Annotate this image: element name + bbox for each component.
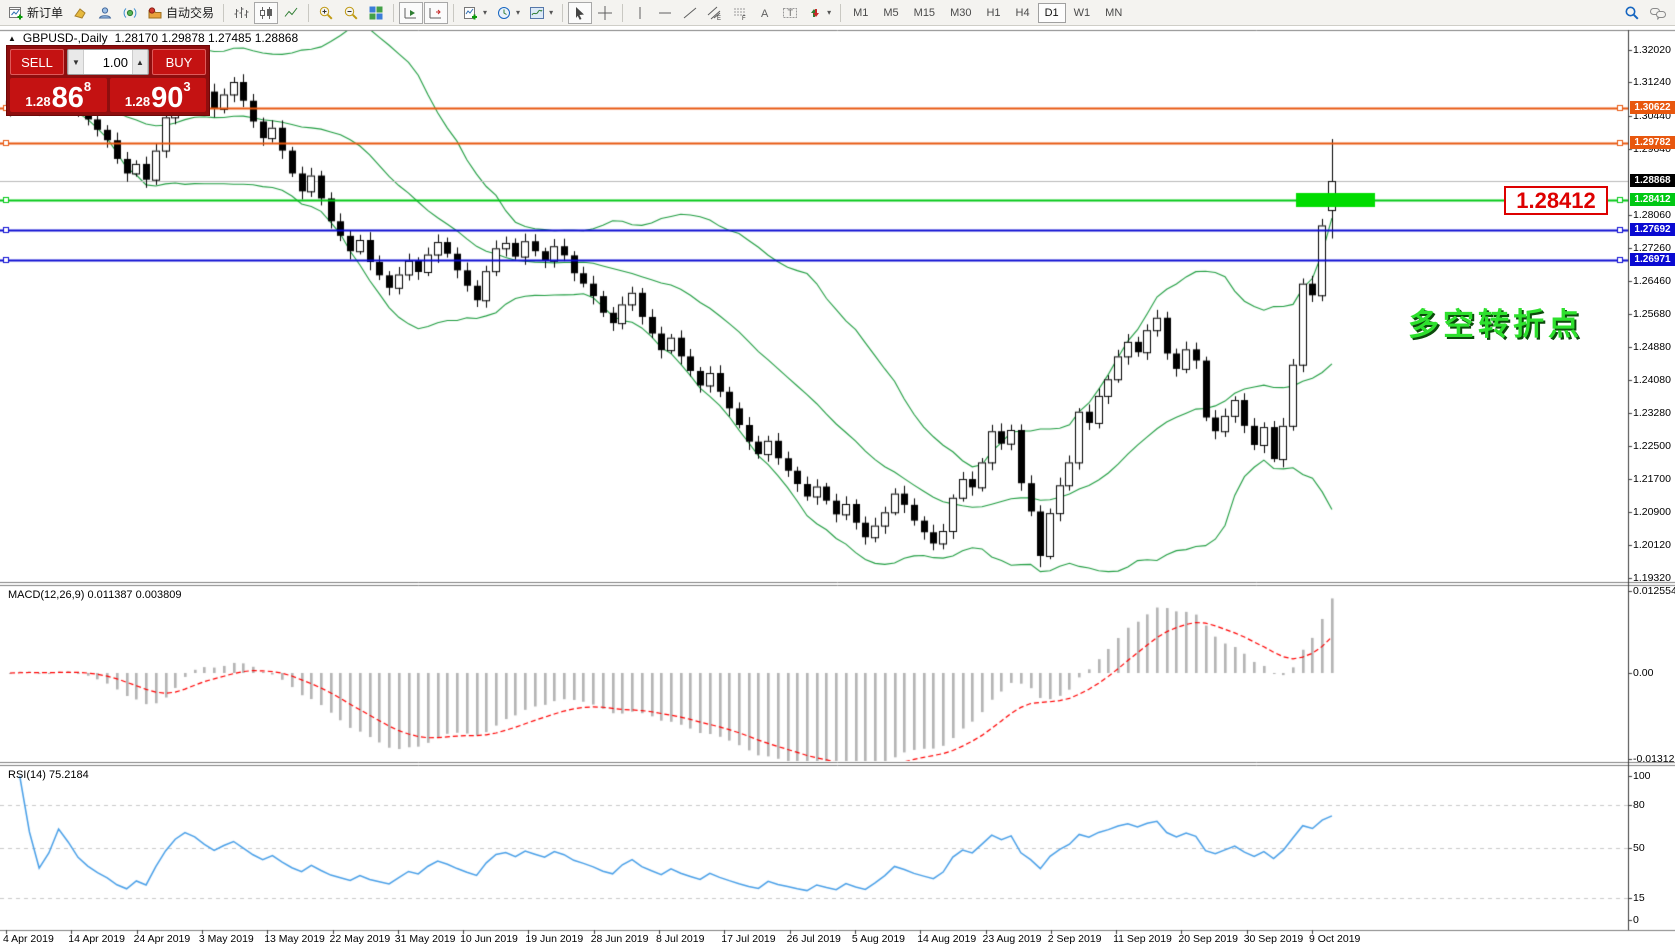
buy-button[interactable]: 1.28 90 3: [109, 78, 206, 114]
svg-text:A: A: [761, 8, 769, 20]
tf-d1-button[interactable]: D1: [1037, 2, 1066, 23]
tile-windows-button[interactable]: [364, 2, 388, 24]
toolbar-separator: [308, 3, 310, 22]
cursor-button[interactable]: [568, 1, 593, 24]
periods-button[interactable]: ▾: [492, 2, 524, 24]
fibonacci-icon: F: [732, 5, 748, 21]
dropdown-caret: ▾: [827, 8, 832, 17]
horizontal-line-button[interactable]: [653, 2, 677, 24]
toolbar-separator: [223, 3, 225, 22]
auto-trading-label: 自动交易: [166, 6, 215, 20]
bar-chart-icon: [233, 5, 249, 21]
volume-decrease-button[interactable]: ▼: [68, 50, 84, 74]
clock-icon: [496, 5, 512, 21]
signal-icon: [122, 5, 138, 21]
chart-shift-icon: [428, 5, 444, 21]
text-label-icon: T: [782, 5, 798, 21]
candlestick-chart-icon: [258, 5, 274, 21]
market-watch-button[interactable]: [68, 2, 92, 24]
arrows-button[interactable]: ▾: [803, 2, 835, 24]
tf-m1-button[interactable]: M1: [846, 3, 875, 23]
vertical-line-icon: [632, 5, 648, 21]
text-button[interactable]: A: [753, 2, 777, 24]
toolbar: 新订单 自动交易 ▾ ▾ ▾ E F A T ▾ M1 M5 M15 M30 H…: [0, 0, 1675, 26]
auto-trading-button[interactable]: 自动交易: [143, 2, 218, 24]
profile-button[interactable]: [93, 2, 117, 24]
profile-icon: [97, 5, 113, 21]
svg-text:T: T: [788, 8, 794, 18]
toolbar-separator: [453, 3, 455, 22]
trendline-icon: [682, 5, 698, 21]
equidistant-channel-icon: E: [707, 5, 723, 21]
sell-price-big: 86: [51, 81, 84, 114]
market-watch-icon: [72, 5, 88, 21]
buy-price-big: 90: [151, 81, 184, 114]
new-order-button[interactable]: 新订单: [4, 2, 67, 24]
volume-increase-button[interactable]: ▲: [132, 50, 148, 74]
crosshair-button[interactable]: [593, 2, 617, 24]
chat-icon: [1649, 5, 1667, 21]
search-icon: [1624, 5, 1640, 21]
sell-price-prefix: 1.28: [25, 94, 51, 109]
tf-m30-button[interactable]: M30: [943, 3, 978, 23]
volume-stepper: ▼ ▲: [67, 49, 149, 75]
dropdown-caret: ▾: [516, 8, 521, 17]
text-icon: A: [757, 5, 773, 21]
tf-h1-button[interactable]: H1: [979, 3, 1007, 23]
volume-input[interactable]: [84, 50, 132, 74]
auto-trading-icon: [147, 5, 163, 21]
chart-shift-button[interactable]: [424, 1, 449, 24]
chat-button[interactable]: [1645, 2, 1671, 24]
sell-button[interactable]: 1.28 86 8: [10, 78, 107, 112]
zoom-out-button[interactable]: [339, 2, 363, 24]
search-button[interactable]: [1620, 2, 1644, 24]
dropdown-caret: ▾: [483, 8, 488, 17]
toolbar-separator: [562, 3, 564, 22]
line-chart-icon: [283, 5, 299, 21]
svg-text:E: E: [717, 16, 721, 21]
bar-chart-button[interactable]: [229, 2, 253, 24]
line-chart-button[interactable]: [279, 2, 303, 24]
new-order-label: 新订单: [27, 6, 64, 20]
toolbar-separator: [840, 3, 842, 22]
buy-price-sup: 3: [183, 79, 191, 94]
indicators-icon: [463, 5, 479, 21]
sell-label-button[interactable]: SELL: [10, 49, 64, 75]
sell-price-sup: 8: [83, 79, 92, 94]
signal-button[interactable]: [118, 2, 142, 24]
zoom-in-button[interactable]: [314, 2, 338, 24]
toolbar-separator: [393, 3, 395, 22]
vertical-line-button[interactable]: [628, 2, 652, 24]
svg-text:F: F: [742, 16, 746, 21]
fibonacci-button[interactable]: F: [728, 2, 752, 24]
new-order-icon: [8, 5, 24, 21]
text-label-button[interactable]: T: [778, 2, 802, 24]
dropdown-caret: ▾: [549, 8, 554, 17]
tf-m5-button[interactable]: M5: [876, 3, 905, 23]
zoom-in-icon: [318, 5, 334, 21]
auto-scroll-button[interactable]: [399, 1, 424, 24]
zoom-out-icon: [343, 5, 359, 21]
cursor-icon: [572, 5, 588, 21]
equidistant-channel-button[interactable]: E: [703, 2, 727, 24]
trendline-button[interactable]: [678, 2, 702, 24]
indicators-button[interactable]: ▾: [459, 2, 491, 24]
auto-scroll-icon: [403, 5, 419, 21]
templates-icon: [529, 5, 545, 21]
tf-h4-button[interactable]: H4: [1009, 3, 1037, 23]
tf-mn-button[interactable]: MN: [1098, 3, 1129, 23]
toolbar-separator: [622, 3, 624, 22]
templates-button[interactable]: ▾: [525, 2, 557, 24]
candlestick-chart-button[interactable]: [254, 1, 279, 24]
tf-m15-button[interactable]: M15: [907, 3, 942, 23]
buy-label-button[interactable]: BUY: [152, 49, 206, 75]
tile-windows-icon: [368, 5, 384, 21]
horizontal-line-icon: [657, 5, 673, 21]
buy-price-prefix: 1.28: [124, 94, 151, 109]
arrows-icon: [807, 5, 823, 21]
tf-w1-button[interactable]: W1: [1067, 3, 1098, 23]
crosshair-icon: [597, 5, 613, 21]
